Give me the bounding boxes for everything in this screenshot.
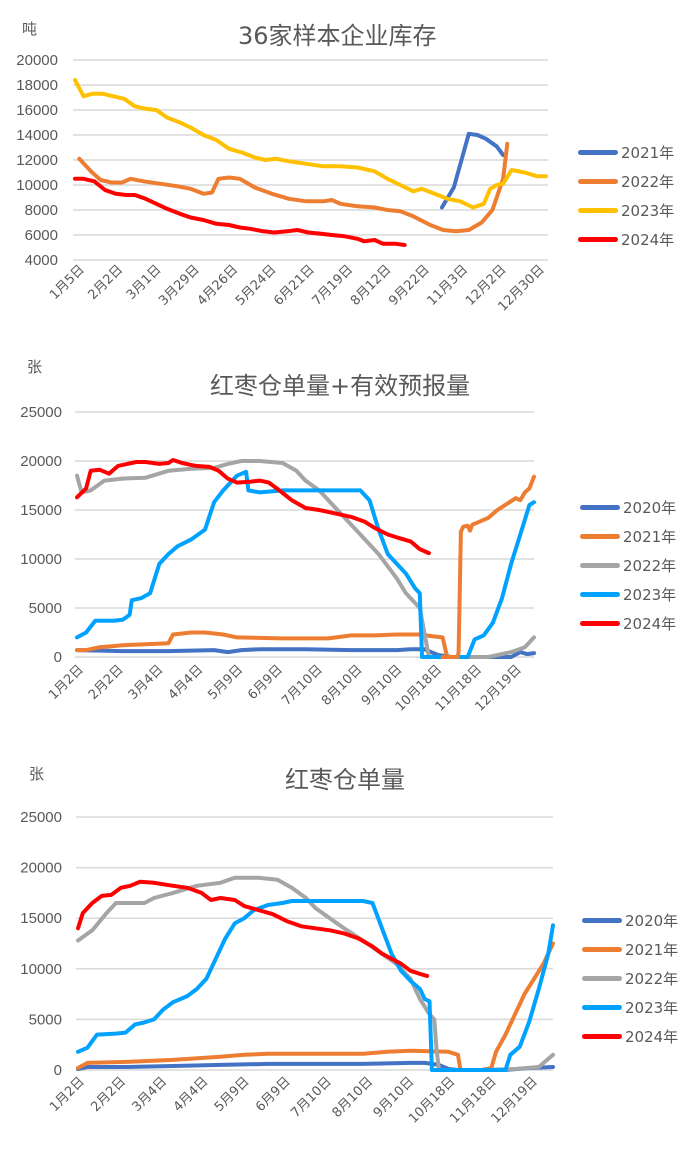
series-line	[73, 176, 407, 247]
series-line	[75, 630, 450, 659]
legend-label: 2023年	[623, 586, 677, 604]
legend-item: 2021年	[578, 138, 674, 167]
legend-item: 2022年	[578, 167, 674, 196]
series-line	[75, 647, 536, 659]
legend-label: 2023年	[625, 999, 679, 1017]
legend-item: 2024年	[582, 1022, 678, 1051]
y-tick-label: 5000	[29, 600, 62, 617]
legend-item: 2020年	[580, 493, 676, 522]
y-tick-label: 12000	[16, 152, 58, 169]
y-tick-label: 5000	[29, 1011, 62, 1028]
legend-swatch-icon	[582, 1005, 622, 1010]
y-tick-label: 15000	[20, 502, 62, 519]
y-tick-label: 8000	[25, 202, 58, 219]
legend-label: 2022年	[625, 970, 679, 988]
y-tick-label: 14000	[16, 127, 58, 144]
legend-item: 2022年	[582, 964, 678, 993]
legend-swatch-icon	[580, 621, 620, 626]
series-line	[73, 78, 548, 210]
legend-item: 2020年	[582, 906, 678, 935]
chart-warehouse-receipts-plus-forecast: 0 5000 10000 15000 20000 25000 1月2日 2月2日 3月4日 4月4…	[20, 358, 676, 715]
y-tick-label: 6000	[25, 227, 58, 244]
legend-item: 2023年	[580, 580, 676, 609]
y-tick-label: 20000	[16, 52, 58, 69]
y-tick-label: 20000	[20, 860, 62, 877]
y-tick-label: 18000	[16, 77, 58, 94]
y-tick-label: 15000	[20, 910, 62, 927]
y-tick-label: 0	[54, 1062, 62, 1079]
legend-label: 2023年	[621, 202, 675, 220]
legend-item: 2021年	[582, 935, 678, 964]
legend-swatch-icon	[580, 534, 620, 539]
legend: 2020年 2021年 2022年 2023年 2024年	[580, 493, 676, 638]
legend-item: 2023年	[582, 993, 678, 1022]
legend-item: 2024年	[578, 225, 674, 254]
series-line	[76, 875, 555, 1072]
chart-title: 红枣仓单量	[285, 766, 405, 794]
chart-inventory-svg: 4000 6000 8000 10000 12000 14000 16000 18000 200…	[16, 52, 548, 315]
legend-label: 2021年	[623, 528, 677, 546]
legend-swatch-icon	[582, 1034, 622, 1039]
y-tick-label: 10000	[20, 551, 62, 568]
legend-swatch-icon	[582, 976, 622, 981]
x-tick-label: 8月10日	[330, 1074, 377, 1121]
legend-label: 2024年	[623, 615, 677, 633]
y-axis-unit: 吨	[22, 20, 38, 38]
y-tick-label: 4000	[25, 252, 58, 269]
legend-label: 2024年	[621, 231, 675, 249]
legend-item: 2023年	[578, 196, 674, 225]
legend-swatch-icon	[578, 208, 618, 213]
series-line	[75, 458, 431, 556]
series-line	[76, 941, 555, 1072]
legend-item: 2024年	[580, 609, 676, 638]
legend: 2021年 2022年 2023年 2024年	[578, 138, 674, 254]
series-line	[76, 899, 555, 1072]
legend-swatch-icon	[582, 947, 622, 952]
legend-label: 2024年	[625, 1028, 679, 1046]
legend-label: 2020年	[623, 499, 677, 517]
chart-title: 36家样本企业库存	[238, 22, 437, 50]
legend-label: 2020年	[625, 912, 679, 930]
legend-label: 2021年	[621, 144, 675, 162]
x-tick-label: 2月2日	[88, 1074, 129, 1115]
legend-label: 2022年	[623, 557, 677, 575]
y-tick-label: 20000	[20, 453, 62, 470]
legend-swatch-icon	[582, 918, 622, 923]
legend-item: 2021年	[580, 522, 676, 551]
legend-swatch-icon	[578, 179, 618, 184]
y-tick-label: 0	[54, 649, 62, 666]
chart-title: 红枣仓单量+有效预报量	[210, 372, 471, 400]
y-tick-label: 16000	[16, 102, 58, 119]
x-tick-label: 5月9日	[212, 1074, 253, 1115]
legend-swatch-icon	[580, 563, 620, 568]
legend-label: 2021年	[625, 941, 679, 959]
series-line	[77, 141, 510, 234]
y-tick-label: 25000	[20, 809, 62, 826]
legend-label: 2022年	[621, 173, 675, 191]
legend-swatch-icon	[578, 150, 618, 155]
legend-swatch-icon	[580, 592, 620, 597]
x-tick-label: 1月2日	[47, 1074, 88, 1115]
legend-item: 2022年	[580, 551, 676, 580]
y-tick-label: 10000	[16, 177, 58, 194]
legend-swatch-icon	[580, 505, 620, 510]
x-tick-label: 7月10日	[288, 1074, 335, 1121]
legend-swatch-icon	[578, 237, 618, 242]
x-tick-label: 6月9日	[253, 1074, 294, 1115]
chart-inventory: 4000 6000 8000 10000 12000 14000 16000 18000 200…	[0, 0, 700, 340]
y-axis-unit: 张	[29, 765, 45, 783]
x-tick-label: 3月4日	[130, 1074, 171, 1115]
series-line	[75, 469, 536, 659]
series-line	[439, 131, 506, 210]
series-line	[76, 879, 430, 978]
y-axis-unit: 张	[27, 358, 43, 376]
y-tick-label: 10000	[20, 961, 62, 978]
x-tick-label: 4月4日	[171, 1074, 212, 1115]
y-tick-label: 25000	[20, 404, 62, 421]
legend: 2020年 2021年 2022年 2023年 2024年	[582, 906, 678, 1051]
series-line	[440, 474, 536, 659]
